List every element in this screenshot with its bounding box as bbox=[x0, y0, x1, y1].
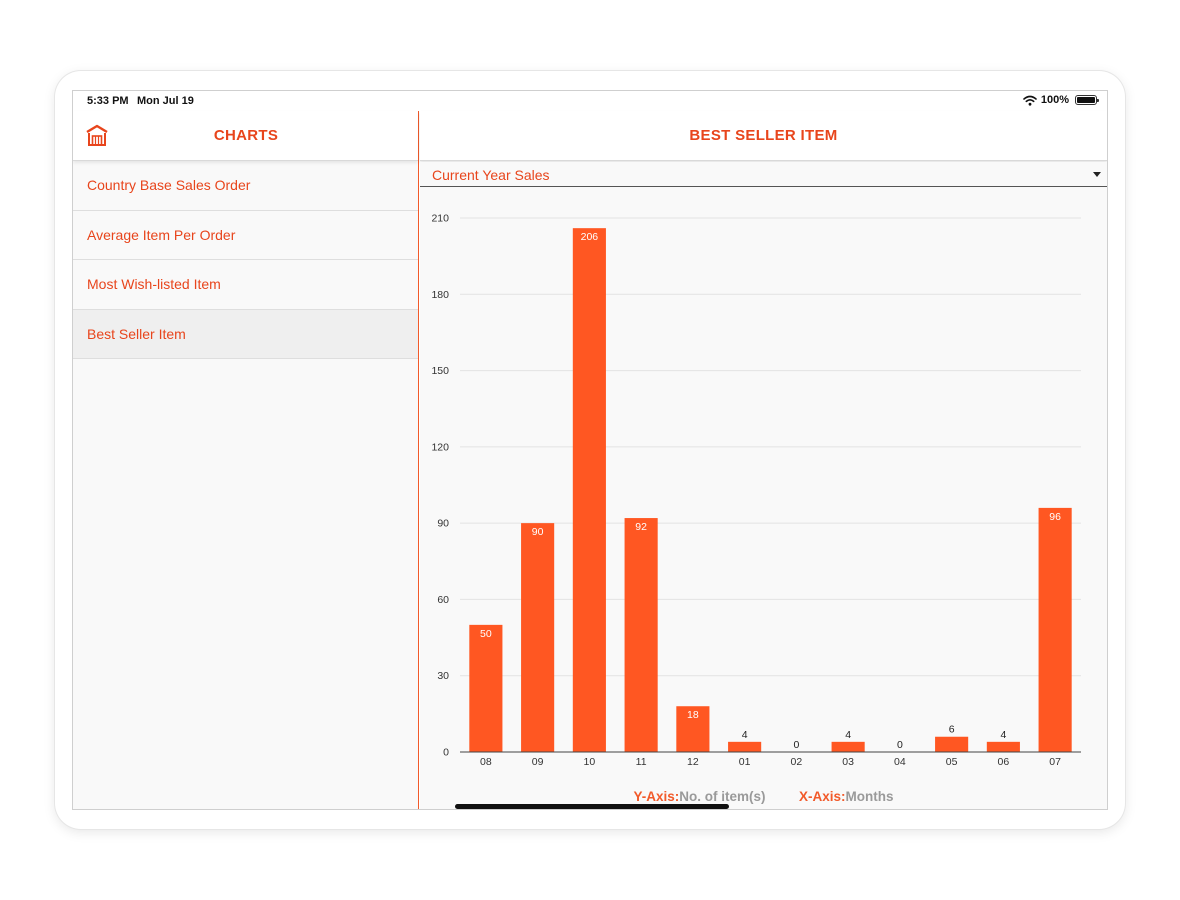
sidebar-item-label: Best Seller Item bbox=[87, 325, 186, 342]
bar bbox=[935, 736, 969, 752]
bar-data-label: 18 bbox=[687, 709, 699, 721]
chevron-down-icon bbox=[1093, 172, 1101, 177]
store-home-icon[interactable] bbox=[85, 124, 109, 146]
bar-data-label: 92 bbox=[635, 521, 647, 533]
x-tick-label: 03 bbox=[842, 756, 854, 768]
y-axis-legend-value: No. of item(s) bbox=[679, 789, 766, 804]
bar bbox=[572, 228, 606, 752]
sidebar-item-label: Country Base Sales Order bbox=[87, 177, 251, 193]
x-tick-label: 11 bbox=[636, 756, 647, 768]
page-title: BEST SELLER ITEM bbox=[689, 127, 838, 144]
x-tick-label: 08 bbox=[480, 756, 492, 768]
bar-data-label: 4 bbox=[845, 729, 851, 741]
bar-data-label: 96 bbox=[1049, 511, 1061, 523]
sidebar-item-most-wish-listed-item[interactable]: Most Wish-listed Item bbox=[73, 260, 418, 310]
x-tick-label: 04 bbox=[894, 756, 906, 768]
x-tick-label: 01 bbox=[739, 756, 751, 768]
x-axis-legend-value: Months bbox=[845, 789, 894, 804]
battery-icon bbox=[1075, 95, 1099, 105]
y-tick-label: 210 bbox=[431, 213, 449, 225]
bar-data-label: 50 bbox=[480, 628, 492, 640]
x-tick-label: 06 bbox=[998, 756, 1010, 768]
sidebar-item-label: Most Wish-listed Item bbox=[87, 276, 221, 292]
sidebar-header: CHARTS bbox=[73, 111, 418, 161]
status-date: Mon Jul 19 bbox=[137, 95, 194, 107]
main-panel: BEST SELLER ITEM Current Year Sales 0 30 6… bbox=[420, 111, 1107, 809]
x-tick-label: 02 bbox=[791, 756, 803, 768]
bar-data-label: 206 bbox=[581, 231, 599, 243]
sidebar-item-label: Average Item Per Order bbox=[87, 226, 236, 243]
status-bar: 5:33 PM Mon Jul 19 100% bbox=[73, 91, 1107, 111]
x-tick-label: 09 bbox=[532, 756, 544, 768]
bar bbox=[986, 741, 1020, 752]
sidebar-item-country-base-sales-order[interactable]: Country Base Sales Order bbox=[73, 161, 418, 211]
y-tick-label: 60 bbox=[437, 594, 449, 606]
bar-data-label: 0 bbox=[793, 739, 799, 751]
y-tick-label: 30 bbox=[437, 670, 449, 682]
bar bbox=[728, 741, 762, 752]
dropdown-selected-value: Current Year Sales bbox=[432, 167, 550, 183]
wifi-icon bbox=[1023, 95, 1037, 106]
y-tick-label: 180 bbox=[431, 289, 449, 301]
bar-data-label: 4 bbox=[1000, 729, 1006, 741]
battery-percent: 100% bbox=[1040, 94, 1069, 106]
x-tick-label: 10 bbox=[584, 756, 596, 768]
home-indicator[interactable] bbox=[455, 804, 729, 809]
status-time: 5:33 PM bbox=[87, 95, 129, 107]
bar-data-label: 6 bbox=[949, 724, 955, 736]
x-tick-label: 07 bbox=[1049, 756, 1061, 768]
app-screen: 5:33 PM Mon Jul 19 100% CHARTS Country bbox=[72, 90, 1108, 810]
bar bbox=[624, 518, 658, 752]
y-axis-legend-key: Y-Axis: bbox=[633, 789, 680, 804]
axis-legend: Y-Axis:No. of item(s) X-Axis:Months bbox=[420, 789, 1107, 804]
bar bbox=[676, 706, 710, 752]
y-tick-label: 0 bbox=[443, 747, 449, 759]
y-tick-label: 150 bbox=[431, 365, 449, 377]
best-seller-bar-chart: 0306090120150180210500890092061092111812… bbox=[431, 213, 1081, 768]
status-right: 100% bbox=[1023, 94, 1099, 106]
sidebar-title: CHARTS bbox=[213, 127, 279, 144]
y-tick-label: 120 bbox=[431, 441, 449, 453]
sidebar-item-best-seller-item[interactable]: Best Seller Item bbox=[73, 309, 418, 359]
bar-data-label: 90 bbox=[532, 526, 544, 538]
bar bbox=[1038, 507, 1072, 752]
sidebar: CHARTS Country Base Sales Order Average … bbox=[73, 111, 419, 809]
sales-period-dropdown[interactable]: Current Year Sales bbox=[420, 162, 1107, 187]
bar bbox=[469, 624, 503, 752]
sidebar-item-average-item-per-order[interactable]: Average Item Per Order bbox=[73, 211, 418, 260]
x-tick-label: 12 bbox=[687, 756, 699, 768]
bar-data-label: 4 bbox=[742, 729, 748, 741]
x-axis-legend-key: X-Axis: bbox=[799, 789, 846, 804]
y-tick-label: 90 bbox=[437, 518, 449, 530]
x-tick-label: 05 bbox=[946, 756, 958, 768]
main-header: BEST SELLER ITEM bbox=[420, 111, 1107, 161]
bar bbox=[831, 741, 865, 752]
bar-data-label: 0 bbox=[897, 739, 903, 751]
bar bbox=[521, 523, 555, 752]
